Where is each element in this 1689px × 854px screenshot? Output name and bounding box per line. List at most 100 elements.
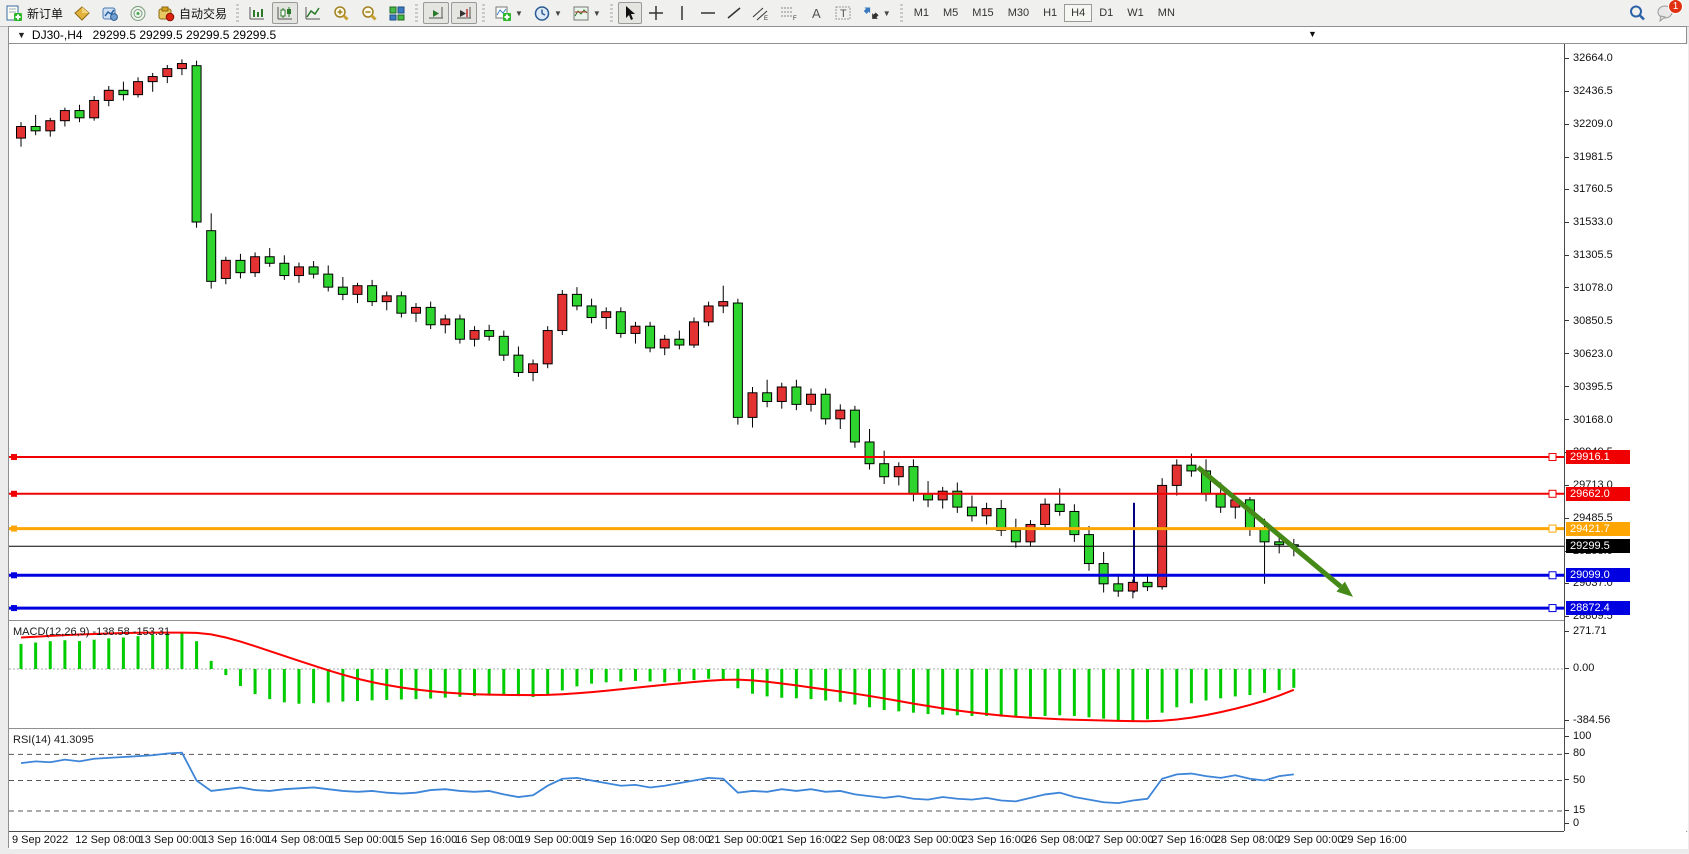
candle-body [849, 409, 860, 443]
time-axis-label: 21 Sep 00:00 [708, 834, 774, 846]
macd-pane[interactable] [9, 623, 1564, 728]
auto-trading-icon [158, 6, 175, 21]
candle-body [220, 259, 231, 279]
arrow-shapes-icon [863, 7, 879, 19]
candle-body [45, 120, 56, 132]
candle-body [1098, 563, 1109, 585]
scroll-end-marker-icon[interactable]: ▼ [1308, 29, 1317, 39]
candle-body [30, 125, 41, 132]
candle-body [293, 266, 304, 277]
candle-body [162, 68, 173, 78]
indicators-button[interactable]: ▼ [490, 2, 527, 24]
candle-body [542, 330, 553, 365]
toolbar-grip [607, 4, 615, 22]
horizontal-line-icon [700, 12, 715, 14]
candlestick-chart-icon [277, 6, 293, 19]
time-axis-label: 27 Sep 00:00 [1088, 834, 1154, 846]
timeframe-mn[interactable]: MN [1157, 7, 1175, 19]
arrow-head [1336, 581, 1353, 597]
line-handle [11, 490, 17, 497]
candle-body [981, 508, 992, 517]
templates-button[interactable]: ▼ [568, 2, 605, 24]
text-button[interactable]: A [804, 2, 828, 24]
price-axis[interactable]: 32664.0 32436.5 32209.0 31981.5 31760.5 31533… [1564, 44, 1688, 831]
notifications-button[interactable]: 1 [1652, 0, 1683, 24]
timeframe-m1[interactable]: M1 [913, 7, 929, 19]
rsi-pane[interactable] [9, 731, 1564, 831]
channel-button[interactable]: E [748, 2, 774, 24]
radar-button[interactable] [125, 2, 151, 24]
candlestick-chart-button[interactable] [272, 2, 299, 24]
candle-body [235, 259, 246, 274]
timeframe-h1[interactable]: H1 [1043, 7, 1058, 19]
candle-body [381, 295, 392, 303]
text-label-button[interactable]: T [830, 2, 856, 24]
auto-scroll-button[interactable] [423, 2, 450, 24]
market-depth-button[interactable] [97, 2, 123, 24]
zoom-out-button[interactable] [356, 2, 382, 24]
auto-trading-label: 自动交易 [179, 6, 228, 21]
level-price-label: 29099.0 [1566, 568, 1630, 583]
time-axis-label: 28 Sep 08:00 [1214, 834, 1281, 846]
timeframe-w1[interactable]: W1 [1127, 7, 1144, 19]
candle-body [484, 330, 495, 337]
price-chart-pane[interactable] [9, 44, 1564, 620]
timeframe-m5[interactable]: M5 [943, 7, 959, 19]
candle-body [425, 306, 436, 326]
trendline-button[interactable] [722, 2, 746, 24]
candle-body [952, 490, 963, 508]
fibonacci-icon: F [780, 7, 797, 21]
rsi-axis-tick: 50 [1565, 774, 1585, 788]
time-axis-label: 9 Sep 2022 [12, 834, 69, 846]
timeframe-m15[interactable]: M15 [972, 7, 994, 19]
macd-indicator-label: MACD(12,26,9) -138.58 -153.31 [13, 626, 171, 638]
main-toolbar: 新订单 自动交易 [0, 0, 1689, 27]
price-axis-tick: 30623.0 [1565, 348, 1613, 362]
new-order-button[interactable]: 新订单 [1, 2, 67, 24]
time-axis-label: 16 Sep 08:00 [455, 834, 521, 846]
periods-button[interactable]: ▼ [529, 2, 566, 24]
candle-body [718, 301, 729, 307]
timeframe-d1[interactable]: D1 [1099, 7, 1114, 19]
vertical-line-button[interactable] [670, 2, 694, 24]
candle-body [1142, 581, 1153, 588]
auto-trading-button[interactable]: 自动交易 [153, 2, 231, 24]
bar-chart-button[interactable] [244, 2, 270, 24]
zoom-in-button[interactable] [328, 2, 354, 24]
candle-body [557, 293, 568, 332]
fibonacci-button[interactable]: F [776, 2, 802, 24]
horizontal-line-button[interactable] [696, 2, 720, 24]
notification-badge: 1 [1668, 0, 1683, 14]
dropdown-caret-icon: ▼ [592, 8, 601, 18]
chart-shift-button[interactable] [451, 2, 478, 24]
trend-arrow-annotation [1196, 465, 1343, 589]
tile-windows-button[interactable] [384, 2, 410, 24]
time-axis-label: 20 Sep 08:00 [645, 834, 711, 846]
crosshair-button[interactable] [644, 2, 668, 24]
candle-body [308, 266, 319, 275]
price-axis-tick: 30168.0 [1565, 414, 1613, 428]
collapse-caret-icon[interactable]: ▼ [17, 30, 26, 40]
cursor-button[interactable] [617, 2, 642, 24]
candle-body [454, 318, 465, 340]
toolbar-grip [897, 4, 905, 22]
candle-body [1127, 581, 1138, 592]
toolbar-grip [480, 4, 488, 22]
timeframe-m30[interactable]: M30 [1007, 7, 1030, 19]
auto-scroll-icon [429, 6, 444, 18]
time-axis[interactable]: 9 Sep 2022 12 Sep 08:00 13 Sep 00:00 13 Sep… [9, 832, 1688, 849]
candle-body [264, 256, 275, 264]
trendline-icon [727, 7, 741, 19]
candle-body [586, 305, 597, 319]
candle-body [1025, 523, 1036, 543]
line-chart-button[interactable] [300, 2, 326, 24]
candle-body [571, 293, 582, 307]
timeframe-h4[interactable]: H4 [1064, 4, 1093, 22]
time-axis-label: 13 Sep 00:00 [138, 834, 205, 846]
chart-window: ▼ DJ30-,H4 29299.5 29299.5 29299.5 29299… [8, 26, 1688, 849]
search-button[interactable] [1624, 2, 1650, 24]
candle-body [1157, 484, 1168, 588]
arrows-button[interactable]: ▼ [858, 2, 895, 24]
wizard-button[interactable] [69, 2, 95, 24]
time-axis-label: 19 Sep 16:00 [581, 834, 648, 846]
